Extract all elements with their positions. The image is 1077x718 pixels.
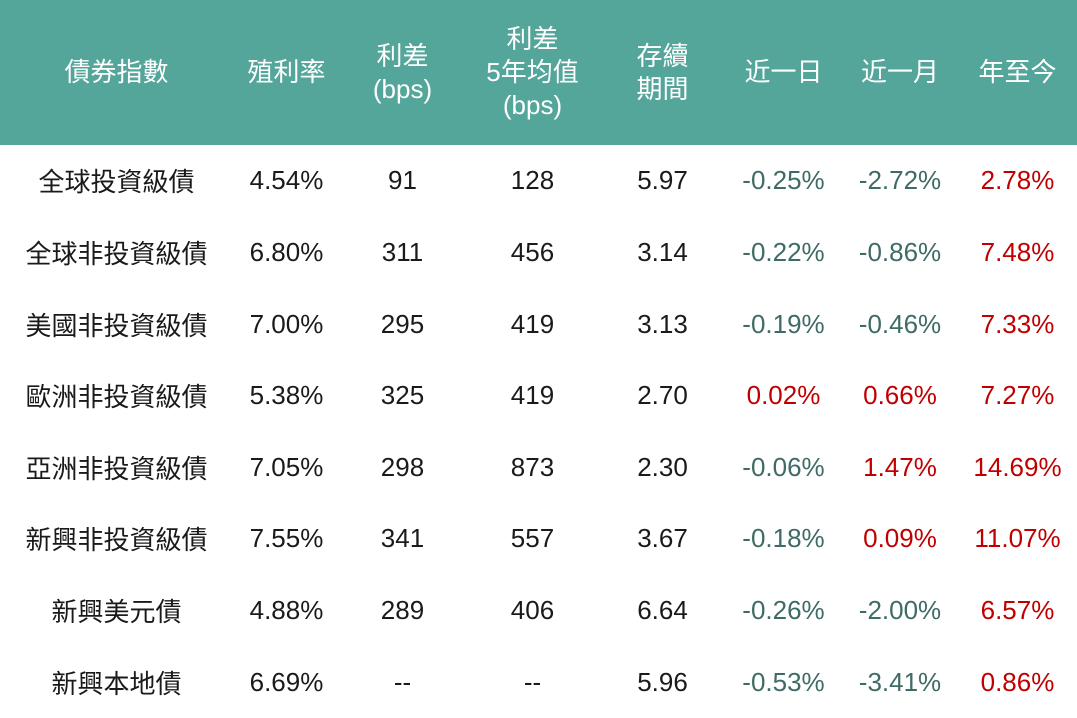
cell-index-name: 亞洲非投資級債: [25, 453, 208, 484]
table-row: 新興非投資級債 7.55% 341 557 3.67 -0.18% 0.09% 11.07%: [0, 503, 1077, 575]
cell-spread-bps: 298: [380, 451, 425, 482]
cell-spread-bps: 325: [380, 380, 425, 411]
cell-change-1d: -0.25%: [742, 165, 825, 196]
cell-duration: 5.97: [637, 165, 688, 196]
cell-change-ytd: 6.57%: [980, 595, 1055, 626]
cell-change-ytd: 2.78%: [980, 165, 1055, 196]
table-row: 全球投資級債 4.54% 91 128 5.97 -0.25% -2.72% 2.78%: [0, 145, 1077, 217]
table-header-row: 債券指數 殖利率 利差 (bps) 利差 5年均值 (bps) 存續 期間 近一日 近一月年…: [0, 0, 1077, 145]
table-body: 全球投資級債 4.54% 91 128 5.97 -0.25% -2.72% 2.78% 全球非…: [0, 145, 1077, 718]
cell-duration: 3.14: [637, 236, 688, 267]
table-row: 新興美元債 4.88% 289 406 6.64 -0.26% -2.00% 6.57%: [0, 575, 1077, 647]
cell-change-1m: 1.47%: [863, 451, 937, 482]
cell-spread-bps: 311: [381, 236, 424, 267]
cell-index-name: 新興美元債: [51, 597, 182, 628]
column-header-change-1m: 近一月: [842, 0, 958, 145]
cell-index-name: 歐洲非投資級債: [25, 382, 208, 413]
cell-spread-bps: 91: [388, 165, 417, 196]
cell-duration: 3.13: [637, 308, 688, 339]
cell-change-ytd: 7.33%: [980, 308, 1055, 339]
cell-change-ytd: 0.86%: [980, 666, 1055, 697]
table-row: 亞洲非投資級債 7.05% 298 873 2.30 -0.06% 1.47% 14.69%: [0, 432, 1077, 504]
cell-yield: 7.55%: [249, 523, 324, 554]
cell-spread-bps: --: [393, 666, 412, 697]
cell-change-1m: -2.72%: [858, 165, 942, 196]
cell-spread-bps: 289: [380, 595, 425, 626]
cell-change-ytd: 14.69%: [973, 451, 1062, 482]
table-row: 全球非投資級債 6.80% 311 456 3.14 -0.22% -0.86% 7.48%: [0, 217, 1077, 289]
table-row: 歐洲非投資級債 5.38% 325 419 2.70 0.02% 0.66% 7.27%: [0, 360, 1077, 432]
cell-change-1d: -0.53%: [742, 666, 825, 697]
cell-yield: 4.88%: [249, 595, 324, 626]
cell-change-1d: 0.02%: [746, 380, 821, 411]
cell-yield: 6.69%: [249, 666, 324, 697]
column-header-yield: 殖利率: [233, 0, 340, 145]
cell-index-name: 全球非投資級債: [25, 238, 208, 269]
cell-spread-5y-avg-bps: 557: [510, 523, 555, 554]
cell-change-1m: -0.86%: [858, 236, 942, 267]
cell-spread-bps: 295: [380, 308, 425, 339]
cell-index-name: 美國非投資級債: [25, 310, 208, 341]
cell-spread-5y-avg-bps: 873: [510, 451, 555, 482]
cell-duration: 5.96: [637, 666, 688, 697]
cell-change-ytd: 11.07%: [974, 523, 1061, 554]
cell-change-1d: -0.18%: [742, 523, 825, 554]
cell-spread-5y-avg-bps: 419: [510, 380, 555, 411]
cell-change-ytd: 7.48%: [980, 236, 1055, 267]
cell-index-name: 新興非投資級債: [25, 525, 208, 556]
cell-spread-5y-avg-bps: 128: [510, 165, 555, 196]
cell-yield: 4.54%: [249, 165, 324, 196]
cell-duration: 6.64: [637, 595, 688, 626]
cell-index-name: 全球投資級債: [38, 167, 195, 198]
cell-change-1d: -0.26%: [742, 595, 825, 626]
cell-change-ytd: 7.27%: [980, 380, 1055, 411]
column-header-change-ytd: 年至今: [958, 0, 1077, 145]
column-header-index-name: 債券指數: [0, 0, 233, 145]
cell-change-1m: 0.09%: [863, 523, 937, 554]
cell-index-name: 新興本地債: [51, 668, 182, 699]
cell-duration: 3.67: [637, 523, 688, 554]
cell-spread-5y-avg-bps: 406: [510, 595, 555, 626]
cell-spread-5y-avg-bps: 419: [510, 308, 555, 339]
cell-spread-5y-avg-bps: --: [523, 666, 542, 697]
table-row: 新興本地債 6.69% -- -- 5.96 -0.53% -3.41% 0.86%: [0, 646, 1077, 718]
column-header-spread-5y-avg-bps: 利差 5年均值 (bps): [465, 0, 600, 145]
cell-spread-bps: 341: [380, 523, 425, 554]
cell-change-1m: -2.00%: [858, 595, 942, 626]
cell-yield: 7.05%: [249, 451, 324, 482]
column-header-spread-bps: 利差 (bps): [340, 0, 465, 145]
cell-duration: 2.30: [637, 451, 688, 482]
cell-change-1m: -0.46%: [858, 308, 942, 339]
column-header-change-1d: 近一日: [725, 0, 842, 145]
cell-change-1d: -0.19%: [742, 308, 825, 339]
cell-change-1m: -3.41%: [858, 666, 942, 697]
cell-change-1m: 0.66%: [863, 380, 937, 411]
table-header: 債券指數 殖利率 利差 (bps) 利差 5年均值 (bps) 存續 期間 近一日 近一月年…: [0, 0, 1077, 145]
cell-duration: 2.70: [637, 380, 688, 411]
cell-yield: 6.80%: [249, 236, 324, 267]
table-row: 美國非投資級債 7.00% 295 419 3.13 -0.19% -0.46% 7.33%: [0, 288, 1077, 360]
cell-change-1d: -0.22%: [742, 236, 825, 267]
cell-change-1d: -0.06%: [742, 451, 825, 482]
cell-yield: 7.00%: [249, 308, 324, 339]
cell-yield: 5.38%: [249, 380, 324, 411]
column-header-duration: 存續 期間: [600, 0, 725, 145]
cell-spread-5y-avg-bps: 456: [510, 236, 555, 267]
